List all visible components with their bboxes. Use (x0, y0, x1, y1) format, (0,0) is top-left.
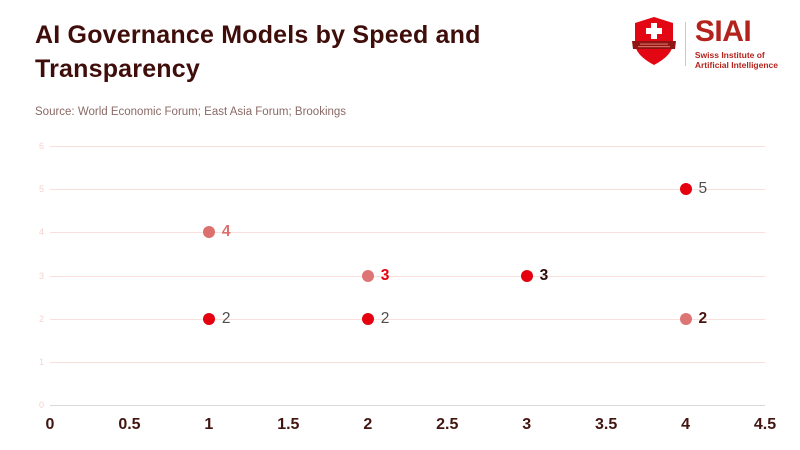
gridline-y-5 (50, 189, 765, 191)
data-point-label: 2 (221, 309, 231, 327)
data-point (361, 312, 374, 325)
data-point-label: 3 (539, 266, 549, 284)
page-title: AI Governance Models by Speed and Transp… (35, 21, 481, 83)
x-axis-tick-label: 4 (681, 416, 690, 433)
x-axis-tick-label: 2.5 (436, 416, 459, 433)
data-point (202, 312, 215, 325)
siai-logo: SIAI Swiss Institute of Artificial Intel… (631, 14, 778, 71)
gridline-y-1 (50, 361, 765, 363)
x-axis-tick-label: 1.5 (277, 416, 300, 433)
swiss-shield-icon (631, 16, 676, 71)
gridline-y-2 (50, 318, 765, 320)
logo-subtitle-line1: Swiss Institute of (694, 49, 765, 60)
y-axis-tick-label: 4 (38, 227, 44, 238)
x-axis-tick-label: 4.5 (753, 416, 777, 433)
x-axis-tick-label: 3 (522, 416, 532, 433)
data-point (679, 183, 692, 196)
gridline-y-4 (50, 232, 765, 234)
data-point-label: 3 (380, 266, 390, 284)
x-axis-tick-label: 0.5 (118, 416, 141, 433)
gridline-y-0 (50, 405, 765, 406)
y-axis-tick-label: 6 (38, 141, 44, 151)
data-point (202, 226, 215, 239)
gridline-y-3 (50, 275, 765, 277)
y-axis-tick-label: 3 (38, 270, 44, 281)
data-point-label: 2 (380, 309, 390, 327)
data-point (361, 269, 374, 282)
x-axis-tick-label: 0 (45, 416, 55, 433)
y-axis-tick-label: 1 (38, 356, 44, 367)
gridline-y-6 (50, 146, 765, 147)
x-axis-tick-label: 1 (204, 416, 214, 433)
logo-divider (684, 21, 686, 66)
data-point-label: 4 (221, 223, 231, 241)
logo-acronym: SIAI (694, 14, 752, 48)
logo-text: SIAI Swiss Institute of Artificial Intel… (694, 14, 778, 70)
x-axis-tick-label: 2 (363, 416, 373, 433)
logo-subtitle-line2: Artificial Intelligence (694, 60, 778, 70)
y-axis-tick-label: 5 (38, 184, 44, 195)
x-axis-tick-label: 3.5 (594, 416, 618, 433)
data-point (679, 312, 692, 325)
data-point-label: 5 (698, 180, 708, 198)
y-axis-tick-label: 2 (38, 313, 44, 324)
y-axis-tick-label: 0 (38, 400, 44, 410)
data-point (520, 269, 533, 282)
data-point-label: 2 (698, 309, 708, 327)
source-note: Source: World Economic Forum; East Asia … (35, 106, 347, 118)
